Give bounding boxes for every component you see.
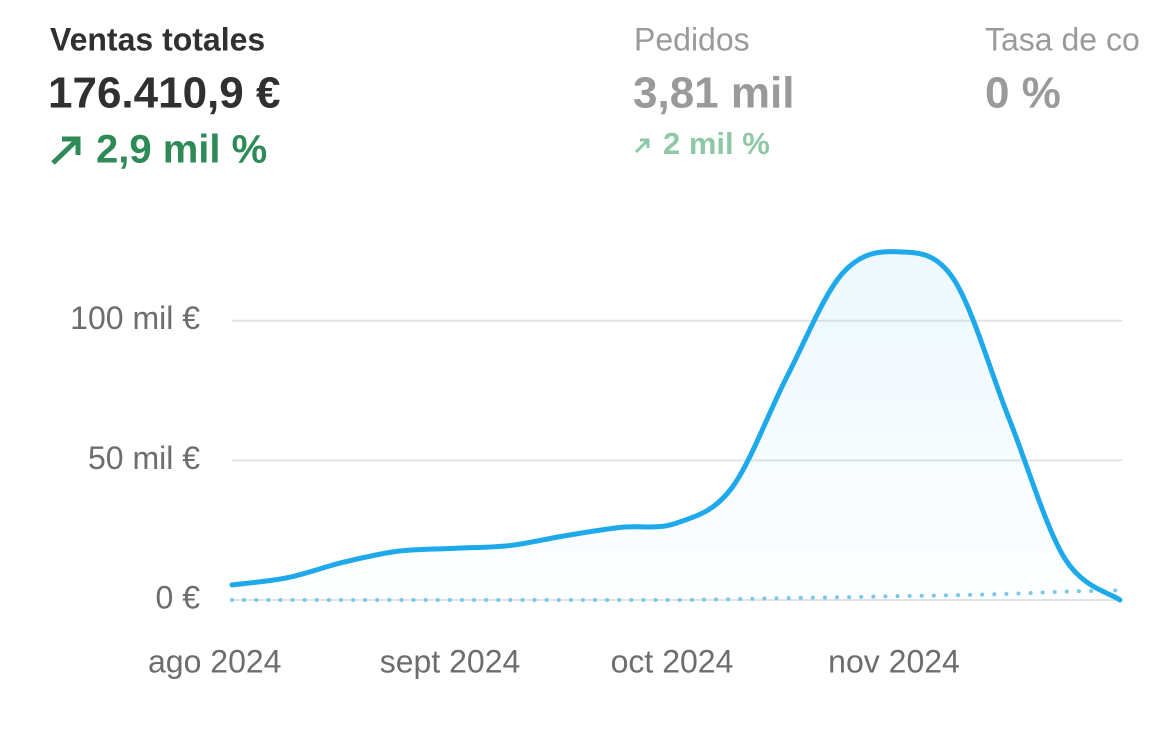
y-tick-label: 100 mil € (70, 300, 200, 336)
area-fill (232, 251, 1120, 600)
metric-value: 0 % (985, 69, 1061, 118)
metric-title[interactable]: Pedidos (634, 21, 750, 57)
metric-title[interactable]: Tasa de co (985, 21, 1140, 57)
sales-line (229, 249, 1123, 603)
metric-change: 2,9 mil % (96, 128, 267, 172)
y-tick-label: 50 mil € (88, 440, 200, 476)
x-tick-label: nov 2024 (828, 643, 960, 679)
arrow-icon (51, 136, 81, 165)
arrow-icon (634, 138, 650, 154)
x-tick-label: oct 2024 (611, 643, 734, 679)
x-tick-label: ago 2024 (148, 643, 281, 679)
metric-change: 2 mil % (663, 126, 770, 161)
metric-value: 3,81 mil (633, 69, 794, 118)
y-tick-label: 0 € (156, 579, 201, 615)
x-tick-label: sept 2024 (380, 643, 521, 679)
metric-value: 176.410,9 € (48, 69, 280, 118)
metric-title[interactable]: Ventas totales (50, 21, 265, 57)
